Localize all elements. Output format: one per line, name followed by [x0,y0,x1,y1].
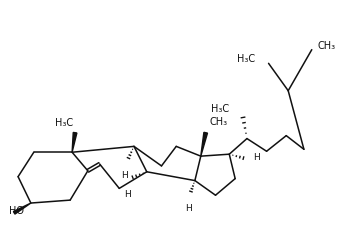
Polygon shape [201,132,207,156]
Text: H₃C: H₃C [237,54,255,64]
Polygon shape [72,132,77,152]
Text: CH₃: CH₃ [210,117,228,127]
Text: H: H [184,204,191,213]
Text: H₃C: H₃C [55,118,73,128]
Text: H: H [124,190,131,199]
Text: H₃C: H₃C [211,104,229,114]
Text: CH₃: CH₃ [318,41,336,51]
Polygon shape [13,203,31,214]
Text: H: H [253,153,260,162]
Text: H: H [121,171,128,180]
Text: HO: HO [9,206,24,216]
